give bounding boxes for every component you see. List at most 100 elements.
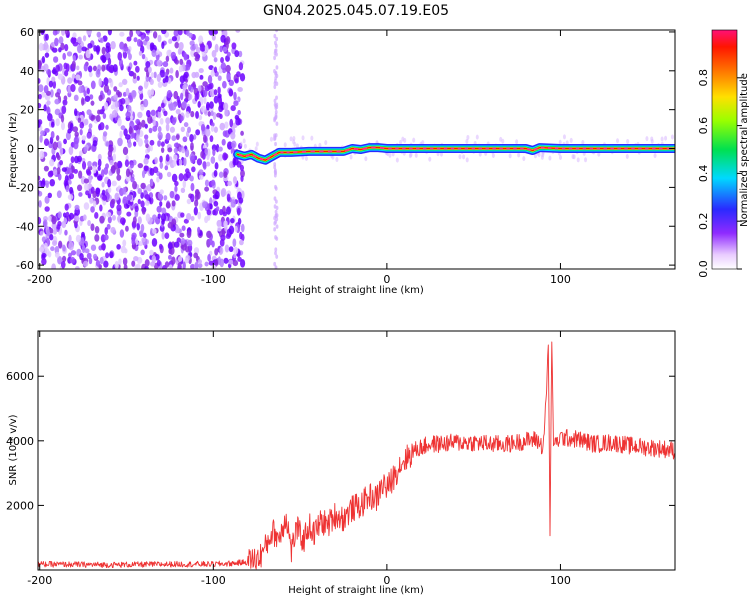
spectrogram-spike-cell bbox=[274, 109, 278, 115]
spectrogram-noise-cell bbox=[168, 103, 174, 111]
spectrogram-noise-cell bbox=[42, 219, 48, 228]
spectrogram-noise-cell bbox=[120, 245, 126, 254]
spectrogram-noise-cell bbox=[185, 168, 190, 174]
spectrogram-noise-cell bbox=[82, 35, 87, 42]
spectrogram-noise-cell bbox=[120, 125, 126, 131]
spectrogram-noise-cell bbox=[165, 132, 171, 142]
spectrogram-noise-cell bbox=[128, 125, 133, 135]
spectrogram-noise-cell bbox=[123, 46, 129, 52]
spectrogram-halo-cell bbox=[597, 151, 601, 157]
spectrogram-noise-cell bbox=[49, 89, 54, 98]
spectrogram-noise-cell bbox=[119, 229, 125, 238]
spectrogram-halo-cell bbox=[289, 136, 293, 142]
spectrogram-noise-cell bbox=[80, 237, 85, 247]
spectrogram-noise-cell bbox=[38, 102, 42, 109]
spectrogram-noise-cell bbox=[56, 223, 61, 230]
spectrogram-noise-cell bbox=[97, 175, 103, 181]
colorbar: 0.0 0.2 0.4 0.6 0.8 Normalized spectral ampl… bbox=[697, 29, 750, 278]
spectrogram-noise-cell bbox=[83, 63, 88, 72]
spectrogram-noise-cell bbox=[118, 258, 122, 265]
spectrogram-noise-cell bbox=[45, 33, 49, 41]
spectrogram-noise-cell bbox=[159, 189, 164, 195]
spectrogram-noise-cell bbox=[165, 123, 170, 132]
spectrogram-halo-cell bbox=[462, 154, 466, 160]
spectrogram-noise-cell bbox=[185, 246, 190, 253]
spectrogram-noise-cell bbox=[219, 246, 224, 255]
spectrogram-noise-cell bbox=[107, 30, 112, 36]
spectrogram-noise-cell bbox=[57, 73, 64, 80]
spectrogram-noise-cell bbox=[120, 98, 126, 105]
spectrogram-noise-cell bbox=[38, 216, 42, 225]
snr-xlabel: Height of straight line (km) bbox=[288, 585, 424, 596]
spectrogram-noise-cell bbox=[84, 182, 89, 192]
spectrogram-noise-cell bbox=[86, 109, 92, 116]
spectrogram-noise-cell bbox=[161, 207, 167, 215]
spectrogram-noise-cell bbox=[91, 114, 96, 120]
spectrogram-noise-cell bbox=[117, 137, 123, 147]
spectrogram-noise-cell bbox=[52, 228, 57, 235]
spectrogram-noise-cell bbox=[140, 34, 145, 41]
spectrogram-noise-cell bbox=[97, 165, 101, 171]
spectrogram-noise-cell bbox=[121, 78, 128, 86]
spectrogram-noise-cell bbox=[40, 130, 46, 137]
spectrogram-noise-cell bbox=[197, 85, 202, 92]
spectrogram-noise-cell bbox=[210, 156, 216, 164]
spectrogram-spike-cell bbox=[273, 48, 277, 54]
spectrogram-noise-cell bbox=[137, 163, 144, 169]
spectrogram-noise-cell bbox=[177, 256, 183, 262]
spectrogram-noise-cell bbox=[177, 261, 182, 269]
spectrogram-halo-cell bbox=[283, 142, 287, 148]
spectrogram-noise-cell bbox=[167, 254, 172, 260]
spectrogram-noise-cell bbox=[57, 140, 62, 150]
spectrogram-noise-cell bbox=[204, 109, 209, 116]
spectrogram-noise-cell bbox=[182, 84, 188, 91]
spectrogram-noise-cell bbox=[204, 44, 209, 53]
spectrogram-noise-cell bbox=[172, 154, 178, 161]
spectrogram-noise-cell bbox=[213, 200, 219, 207]
spectrogram-noise-cell bbox=[99, 122, 105, 131]
spectrogram-noise-cell bbox=[67, 128, 72, 134]
spectrogram-noise-cell bbox=[84, 95, 91, 102]
spectrogram-noise-cell bbox=[60, 260, 66, 269]
tone-core-dash bbox=[266, 156, 271, 161]
spectrogram-noise-cell bbox=[139, 230, 144, 236]
spectrogram-noise-cell bbox=[214, 248, 219, 256]
spectrogram-noise-cell bbox=[73, 155, 79, 164]
spectrogram-noise-cell bbox=[137, 121, 142, 130]
spectrogram-noise-cell bbox=[157, 110, 162, 119]
spectrogram-noise-cell bbox=[144, 266, 149, 269]
spectrogram-noise-cell bbox=[127, 66, 131, 73]
spectrogram-ytick-label: 20 bbox=[20, 104, 34, 117]
spectrogram-noise-cell bbox=[129, 162, 134, 169]
spectrogram-noise-cell bbox=[137, 198, 141, 205]
spectrogram-noise-cell bbox=[67, 194, 74, 200]
spectrogram-noise-cell bbox=[240, 175, 244, 182]
spectrogram-noise-cell bbox=[186, 198, 192, 205]
spectrogram-noise-cell bbox=[109, 160, 114, 166]
spectrogram-noise-cell bbox=[88, 71, 93, 78]
spectrogram-noise-cell bbox=[96, 31, 101, 38]
spectrogram-noise-cell bbox=[165, 117, 171, 125]
spectrogram-noise-cell bbox=[46, 100, 51, 106]
spectrogram-noise-cell bbox=[179, 75, 186, 84]
spectrogram-noise-cell bbox=[102, 56, 107, 63]
spectrogram-noise-cell bbox=[141, 237, 146, 243]
spectrogram-noise-cell bbox=[99, 204, 103, 212]
spectrogram-halo-cell bbox=[293, 141, 297, 147]
spectrogram-noise-cell bbox=[187, 239, 193, 247]
spectrogram-noise-cell bbox=[152, 31, 158, 39]
spectrogram-noise-cell bbox=[191, 166, 196, 173]
spectrogram-halo-cell bbox=[501, 138, 505, 144]
spectrogram-noise-cell bbox=[184, 257, 190, 264]
spectrogram-noise-cell bbox=[204, 186, 210, 192]
spectrogram-xtick-label: 0 bbox=[383, 273, 390, 286]
spectrogram-noise-cell bbox=[215, 206, 220, 212]
spectrogram-noise-cell bbox=[149, 249, 154, 256]
spectrogram-noise-cell bbox=[171, 256, 176, 265]
tone-core-dash bbox=[238, 153, 243, 157]
spectrogram-noise-cell bbox=[124, 134, 131, 140]
spectrogram-noise-cell bbox=[107, 149, 113, 158]
spectrogram-noise-cell bbox=[217, 86, 221, 95]
spectrogram-noise-cell bbox=[147, 89, 152, 97]
